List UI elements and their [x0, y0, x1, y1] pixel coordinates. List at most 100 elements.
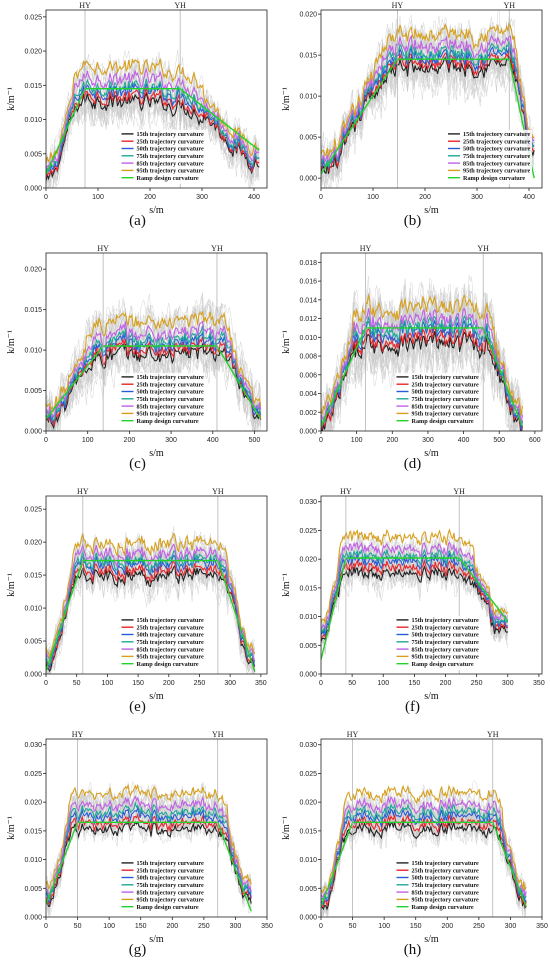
x-axis-label: s/m [424, 448, 439, 459]
y-tick-label: 0.010 [24, 348, 42, 355]
x-axis-label: s/m [424, 934, 439, 945]
legend-entry: 25th trajectory curvature [412, 381, 479, 388]
legend-entry: 75th trajectory curvature [412, 639, 479, 646]
x-tick-label: 200 [419, 194, 431, 201]
legend-entry: 50th trajectory curvature [137, 632, 204, 639]
series-line-design [321, 327, 524, 427]
y-tick-label: 0.005 [299, 886, 317, 893]
x-axis-label: s/m [424, 691, 439, 702]
series-line-p85 [321, 541, 509, 631]
chart-panel-c: HY YH 0 100 200 300 400 500 0.000 0.005 0.010 0.015… [0, 243, 275, 486]
legend-entry: 25th trajectory curvature [137, 381, 204, 388]
x-tick-label: 0 [44, 194, 48, 201]
series-line-design [321, 821, 527, 907]
x-tick-label: 100 [378, 923, 390, 930]
y-tick-label: 0.005 [299, 643, 317, 650]
x-tick-label: 300 [196, 194, 208, 201]
background-trajectory [46, 563, 255, 674]
legend-entry: 85th trajectory curvature [412, 403, 479, 410]
x-tick-label: 400 [207, 437, 219, 444]
y-tick-label: 0.000 [24, 429, 42, 436]
legend-entry: 50th trajectory curvature [137, 146, 204, 153]
chart-svg-h: HY YH 0 50 100 150 200 250 300 350 0.000 0.005 0.010… [281, 730, 548, 945]
y-tick-label: 0.020 [24, 49, 42, 56]
x-tick-label: 200 [166, 923, 178, 930]
legend-entry: 75th trajectory curvature [412, 396, 479, 403]
panel-caption: (f) [405, 699, 420, 715]
x-tick-label: 300 [502, 680, 514, 687]
plot-area [46, 292, 262, 431]
x-tick-label: 300 [230, 923, 242, 930]
series-line-p85 [46, 67, 260, 170]
x-tick-label: 350 [261, 923, 273, 930]
y-tick-label: 0.015 [299, 585, 317, 592]
x-tick-label: 100 [82, 437, 94, 444]
series-line-design [321, 58, 535, 179]
background-trajectory [321, 319, 523, 431]
legend-entry: 50th trajectory curvature [412, 875, 479, 882]
x-tick-label: 350 [533, 680, 545, 687]
x-tick-label: 300 [505, 923, 517, 930]
x-tick-label: 300 [224, 680, 236, 687]
legend-entry: 95th trajectory curvature [463, 168, 530, 175]
y-tick-label: 0.015 [299, 53, 317, 60]
marker-label-yh: YH [503, 1, 515, 10]
background-trajectory [321, 28, 535, 179]
background-trajectory [46, 294, 261, 431]
legend-entry: 75th trajectory curvature [137, 153, 204, 160]
y-axis-label: k/m⁻¹ [281, 816, 292, 840]
panel-caption: (c) [129, 456, 146, 472]
chart-panel-f: HY YH 0 50 100 150 200 250 300 350 0.000 0.005 0.010… [275, 486, 550, 729]
x-tick-label: 50 [349, 923, 357, 930]
series-line-design [46, 88, 260, 175]
y-tick-label: 0.010 [24, 117, 42, 124]
background-trajectory [46, 558, 254, 674]
y-tick-label: 0.010 [299, 857, 317, 864]
legend-entry: 85th trajectory curvature [412, 646, 479, 653]
plot-area [321, 528, 509, 660]
legend-entry: Ramp design curvature [412, 904, 474, 911]
panel-caption: (d) [403, 456, 422, 472]
legend-entry: 50th trajectory curvature [412, 389, 479, 396]
y-tick-label: 0.010 [24, 606, 42, 613]
x-tick-label: 200 [124, 437, 136, 444]
chart-svg-g: HY YH 0 50 100 150 200 250 300 350 0.000 0.005 0.010… [6, 730, 273, 945]
x-tick-label: 200 [144, 194, 156, 201]
y-tick-label: 0.012 [299, 316, 317, 323]
legend-entry: 15th trajectory curvature [412, 374, 479, 381]
legend-entry: Ramp design curvature [463, 175, 525, 182]
x-tick-label: 100 [92, 194, 104, 201]
panel-caption: (e) [129, 699, 146, 715]
x-tick-label: 100 [377, 680, 389, 687]
series-line-p15 [46, 819, 252, 907]
series-line-p85 [321, 34, 535, 164]
y-tick-label: 0.005 [24, 151, 42, 158]
series-line-p15 [46, 564, 256, 673]
y-tick-label: 0.030 [299, 499, 317, 506]
x-tick-label: 300 [471, 194, 483, 201]
chart-panel-h: HY YH 0 50 100 150 200 250 300 350 0.000 0.005 0.010… [275, 729, 550, 972]
x-tick-label: 200 [386, 437, 398, 444]
y-tick-label: 0.025 [24, 14, 42, 21]
y-axis-label: k/m⁻¹ [281, 573, 292, 597]
y-tick-label: 0.020 [24, 267, 42, 274]
y-tick-label: 0.010 [299, 94, 317, 101]
x-tick-label: 0 [319, 194, 323, 201]
y-tick-label: 0.005 [24, 388, 42, 395]
legend-entry: 15th trajectory curvature [137, 860, 204, 867]
x-tick-label: 0 [319, 437, 323, 444]
x-tick-label: 0 [44, 923, 48, 930]
background-trajectory [321, 58, 535, 188]
y-tick-label: 0.004 [299, 391, 317, 398]
x-tick-label: 300 [422, 437, 434, 444]
series-line-p75 [46, 78, 260, 174]
legend-entry: 15th trajectory curvature [137, 131, 204, 138]
plot-frame [320, 252, 543, 432]
legend-entry: 85th trajectory curvature [137, 889, 204, 896]
x-tick-label: 100 [102, 680, 114, 687]
legend-entry: 15th trajectory curvature [137, 617, 204, 624]
marker-label-yh: YH [212, 487, 224, 496]
legend-entry: Ramp design curvature [412, 418, 474, 425]
